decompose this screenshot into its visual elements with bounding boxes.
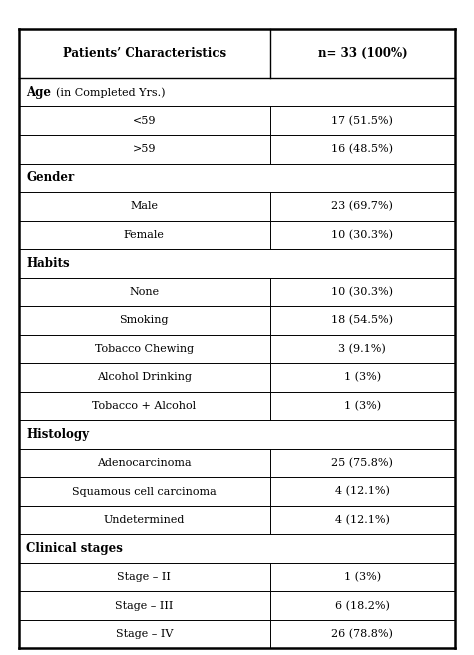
Text: Patients’ Characteristics: Patients’ Characteristics (63, 47, 226, 60)
Text: 3 (9.1%): 3 (9.1%) (338, 344, 386, 354)
Text: Adenocarcinoma: Adenocarcinoma (97, 458, 191, 468)
Text: 6 (18.2%): 6 (18.2%) (335, 601, 390, 611)
Text: Undetermined: Undetermined (104, 515, 185, 525)
Text: 1 (3%): 1 (3%) (344, 572, 381, 582)
Text: Habits: Habits (26, 257, 70, 270)
Text: 10 (30.3%): 10 (30.3%) (331, 230, 393, 240)
Text: 17 (51.5%): 17 (51.5%) (331, 115, 393, 126)
Text: Alcohol Drinking: Alcohol Drinking (97, 373, 192, 383)
Text: None: None (129, 287, 159, 297)
Text: Stage – IV: Stage – IV (116, 629, 173, 639)
Text: Female: Female (124, 230, 165, 240)
Text: 10 (30.3%): 10 (30.3%) (331, 287, 393, 297)
Text: 1 (3%): 1 (3%) (344, 401, 381, 411)
Text: Tobacco + Alcohol: Tobacco + Alcohol (92, 401, 196, 411)
Text: 4 (12.1%): 4 (12.1%) (335, 487, 390, 496)
Text: 16 (48.5%): 16 (48.5%) (331, 144, 393, 155)
Text: 26 (78.8%): 26 (78.8%) (331, 629, 393, 639)
Text: Histology: Histology (26, 428, 89, 441)
Text: Squamous cell carcinoma: Squamous cell carcinoma (72, 487, 217, 496)
Text: Male: Male (130, 201, 158, 212)
Text: Gender: Gender (26, 172, 74, 184)
Text: Stage – III: Stage – III (115, 601, 173, 610)
Text: 1 (3%): 1 (3%) (344, 372, 381, 383)
Text: >59: >59 (133, 144, 156, 155)
Text: 18 (54.5%): 18 (54.5%) (331, 315, 393, 326)
Text: 23 (69.7%): 23 (69.7%) (331, 201, 393, 212)
Text: Tobacco Chewing: Tobacco Chewing (95, 344, 194, 354)
Text: Stage – II: Stage – II (118, 572, 171, 582)
Text: Clinical stages: Clinical stages (26, 542, 123, 555)
Text: 25 (75.8%): 25 (75.8%) (331, 458, 393, 468)
Text: Age: Age (26, 86, 51, 99)
Text: 4 (12.1%): 4 (12.1%) (335, 515, 390, 525)
Text: n= 33 (100%): n= 33 (100%) (318, 47, 407, 60)
Text: Smoking: Smoking (119, 316, 169, 326)
Text: (in Completed Yrs.): (in Completed Yrs.) (49, 87, 165, 98)
Text: <59: <59 (133, 116, 156, 126)
